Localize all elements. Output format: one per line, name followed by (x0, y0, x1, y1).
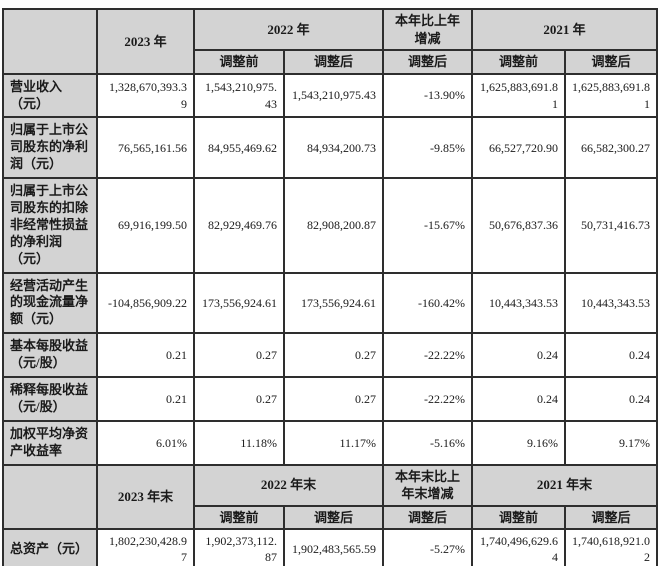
cell-y-current: 1,328,670,393.39 (95, 72, 195, 119)
table-row: 归属于上市公司股东的净利润（元） 76,565,161.56 84,955,469.… (1, 116, 659, 180)
cell-y-current: 0.21 (95, 332, 195, 378)
cell-prev-adjusted-after: 173,556,924.61 (282, 271, 385, 335)
subheader-adjusted-after: 调整后 (382, 49, 473, 75)
header-blank (1, 8, 98, 75)
header-col-2021-end: 2021 年末 (470, 463, 659, 507)
cell-y2021-adjusted-before: 0.24 (471, 332, 566, 378)
cell-prev-adjusted-before: 173,556,924.61 (192, 271, 285, 335)
cell-y2021-adjusted-after: 10,443,343.53 (563, 271, 659, 335)
subheader-adjusted-after-end: 调整后 (382, 504, 473, 531)
cell-y2021-adjusted-after: 1,740,618,921.02 (563, 528, 659, 566)
row-label: 经营活动产生的现金流量净额（元） (1, 271, 98, 335)
cell-y2021-adjusted-before: 50,676,837.36 (471, 177, 566, 274)
table-row: 稀释每股收益（元/股） 0.21 0.27 0.27 -22.22% 0.24 0.24 (1, 376, 659, 422)
header-blank-end (1, 463, 98, 531)
cell-prev-adjusted-before: 1,543,210,975.43 (192, 72, 285, 119)
cell-y-current: 6.01% (95, 419, 195, 466)
header-col-prev-year: 2022 年 (192, 7, 385, 52)
cell-y2021-adjusted-before: 0.24 (471, 376, 566, 422)
cell-y2021-adjusted-before: 1,740,496,629.64 (471, 528, 566, 566)
table-row: 经营活动产生的现金流量净额（元） -104,856,909.22 173,556,9… (1, 271, 659, 335)
cell-prev-adjusted-before: 84,955,469.62 (192, 116, 285, 180)
cell-y2021-adjusted-after: 66,582,300.27 (563, 116, 659, 180)
cell-prev-adjusted-before: 0.27 (192, 376, 285, 422)
cell-prev-adjusted-after: 1,902,483,565.59 (282, 528, 385, 566)
cell-prev-adjusted-after: 11.17% (282, 419, 385, 466)
cell-prev-adjusted-after: 0.27 (282, 332, 385, 378)
header-row-adjustments: 调整前 调整后 调整后 调整前 调整后 (3, 49, 659, 75)
cell-prev-adjusted-after: 1,543,210,975.43 (282, 72, 385, 119)
row-label: 总资产（元） (1, 528, 98, 566)
subheader-adjusted-before: 调整前 (192, 49, 285, 75)
cell-prev-adjusted-after: 0.27 (282, 376, 385, 422)
header-col-change-yoy: 本年比上年增减 (382, 7, 473, 52)
financial-summary-body: 2023 年 2022 年本年比上年增减 2021 年调整前 调整后 调整后 调整前 调整后… (1, 7, 659, 566)
cell-change-yoy: -13.90% (382, 72, 473, 119)
table-row: 营业收入（元） 1,328,670,393.39 1,543,210,975.43 1… (1, 72, 659, 119)
cell-y-current: -104,856,909.22 (95, 271, 195, 335)
cell-y-current: 0.21 (95, 376, 195, 422)
cell-change-yoy: -9.85% (382, 116, 473, 180)
cell-change-yoy: -5.27% (382, 528, 473, 566)
subheader-adjusted-after: 调整后 (282, 49, 385, 75)
row-label: 加权平均净资产收益率 (1, 419, 98, 466)
header-row-years: 2023 年 2022 年本年比上年增减 2021 年 (1, 7, 659, 75)
cell-y2021-adjusted-before: 10,443,343.53 (471, 271, 566, 335)
cell-y2021-adjusted-before: 66,527,720.90 (471, 116, 566, 180)
cell-y2021-adjusted-after: 0.24 (563, 376, 659, 422)
cell-y2021-adjusted-after: 9.17% (563, 419, 659, 466)
cell-change-yoy: -5.16% (382, 419, 473, 466)
cell-prev-adjusted-before: 0.27 (192, 332, 285, 378)
financial-summary-table: 2023 年 2022 年本年比上年增减 2021 年调整前 调整后 调整后 调整前 调整后… (1, 7, 659, 566)
subheader-adjusted-after: 调整后 (563, 49, 659, 75)
cell-y2021-adjusted-after: 1,625,883,691.81 (563, 72, 659, 119)
header-col-current-year-end: 2023 年末 (95, 463, 195, 531)
cell-y-current: 1,802,230,428.97 (95, 528, 195, 566)
row-label: 归属于上市公司股东的净利润（元） (1, 116, 98, 180)
header-col-change-yoy-end: 本年末比上年末增减 (382, 463, 473, 507)
cell-prev-adjusted-before: 11.18% (192, 419, 285, 466)
table-row: 总资产（元） 1,802,230,428.97 1,902,373,112.87 1,… (1, 528, 659, 566)
cell-prev-adjusted-before: 1,902,373,112.87 (192, 528, 285, 566)
cell-prev-adjusted-after: 82,908,200.87 (282, 177, 385, 274)
table-row: 归属于上市公司股东的扣除非经常性损益的净利润（元） 69,916,199.50 82… (1, 177, 659, 274)
row-label: 稀释每股收益（元/股） (1, 376, 98, 422)
cell-y2021-adjusted-before: 9.16% (471, 419, 566, 466)
cell-change-yoy: -22.22% (382, 376, 473, 422)
subheader-adjusted-before-end: 调整前 (471, 504, 566, 531)
header-row-years-end: 2023 年末 2022 年末 本年末比上年末增减 2021 年末 (1, 463, 659, 531)
cell-y2021-adjusted-after: 50,731,416.73 (563, 177, 659, 274)
cell-change-yoy: -15.67% (382, 177, 473, 274)
row-label: 基本每股收益（元/股） (1, 332, 98, 378)
cell-prev-adjusted-before: 82,929,469.76 (192, 177, 285, 274)
cell-y2021-adjusted-after: 0.24 (563, 332, 659, 378)
cell-y2021-adjusted-before: 1,625,883,691.81 (471, 72, 566, 119)
cell-prev-adjusted-after: 84,934,200.73 (282, 116, 385, 180)
header-col-current-year: 2023 年 (95, 8, 195, 75)
subheader-adjusted-before: 调整前 (471, 49, 566, 75)
cell-change-yoy: -22.22% (382, 332, 473, 378)
subheader-adjusted-after-end: 调整后 (282, 504, 385, 531)
cell-y-current: 69,916,199.50 (95, 177, 195, 274)
row-label: 归属于上市公司股东的扣除非经常性损益的净利润（元） (1, 177, 98, 274)
header-col-prev-year-end: 2022 年末 (192, 463, 385, 507)
table-row: 加权平均净资产收益率 6.01% 11.18% 11.17% -5.16% 9.16% 9.… (1, 419, 659, 466)
subheader-adjusted-after-end: 调整后 (563, 504, 659, 531)
row-label: 营业收入（元） (1, 72, 98, 119)
cell-change-yoy: -160.42% (382, 271, 473, 335)
header-col-2021: 2021 年 (470, 7, 659, 52)
subheader-adjusted-before-end: 调整前 (192, 504, 285, 531)
table-row: 基本每股收益（元/股） 0.21 0.27 0.27 -22.22% 0.24 0.24 (1, 332, 659, 378)
cell-y-current: 76,565,161.56 (95, 116, 195, 180)
